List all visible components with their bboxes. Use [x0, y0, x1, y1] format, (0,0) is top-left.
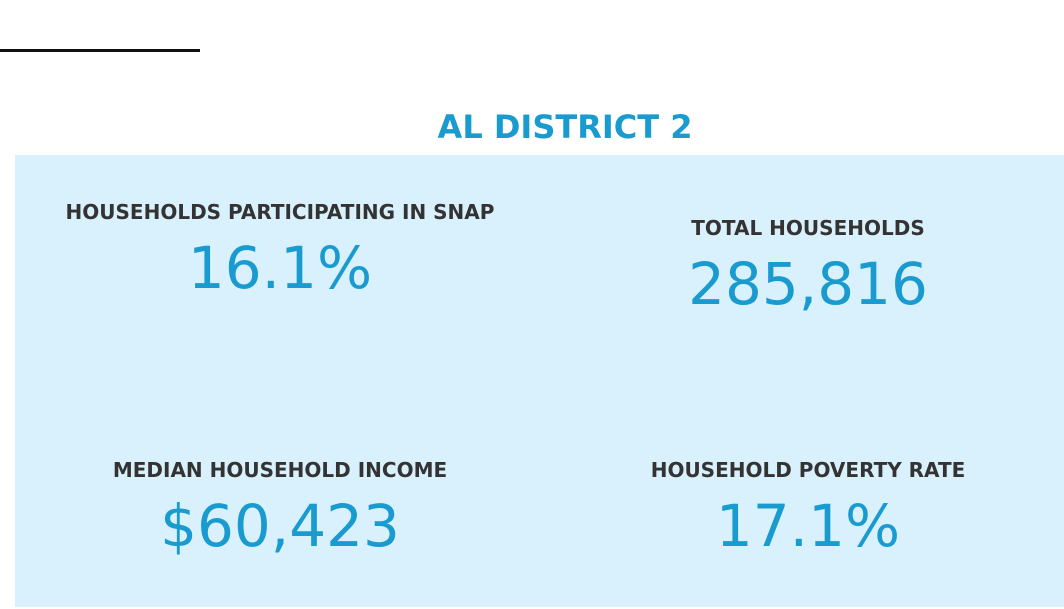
stat-label: HOUSEHOLD POVERTY RATE: [650, 458, 966, 482]
stat: TOTAL HOUSEHOLDS 285,816: [548, 209, 1064, 321]
divider: [0, 49, 200, 52]
stat: HOUSEHOLD POVERTY RATE 17.1%: [548, 451, 1064, 563]
stat: MEDIAN HOUSEHOLD INCOME $60,423: [20, 451, 540, 563]
stat-value: 17.1%: [715, 492, 901, 560]
stat-label: HOUSEHOLDS PARTICIPATING IN SNAP: [65, 200, 495, 224]
stat-label: MEDIAN HOUSEHOLD INCOME: [112, 458, 448, 482]
stat-value: 285,816: [688, 250, 928, 318]
stats-panel: [15, 155, 1064, 607]
stat-value: $60,423: [160, 492, 400, 560]
stat-value: 16.1%: [187, 234, 373, 302]
title: AL DISTRICT 2: [437, 108, 693, 146]
stat: HOUSEHOLDS PARTICIPATING IN SNAP 16.1%: [20, 193, 540, 305]
stat-label: TOTAL HOUSEHOLDS: [691, 216, 925, 240]
